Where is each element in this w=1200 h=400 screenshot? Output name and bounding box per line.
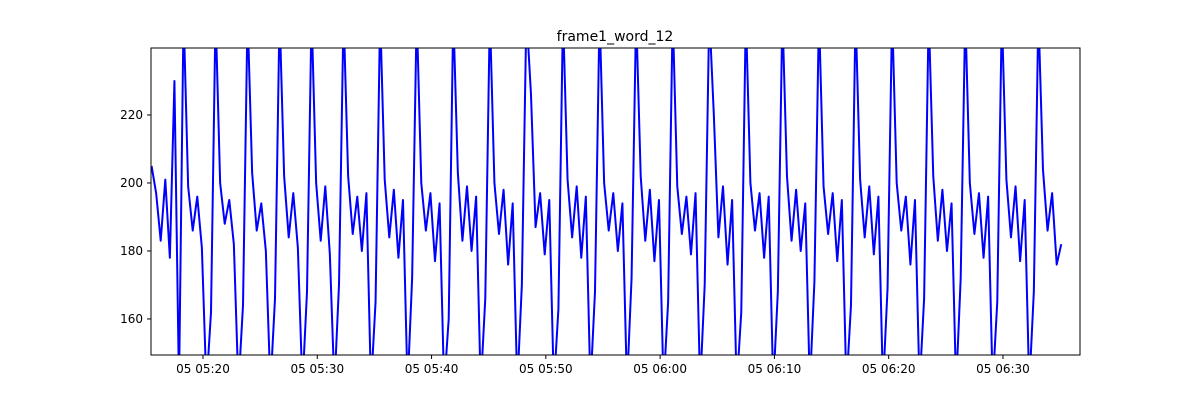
- x-tick-label: 05 05:40: [405, 362, 459, 376]
- x-tick-label: 05 06:30: [976, 362, 1030, 376]
- x-tick-label: 05 05:50: [519, 362, 573, 376]
- x-tick-label: 05 05:20: [176, 362, 230, 376]
- chart-title: frame1_word_12: [557, 29, 674, 45]
- data-line: [151, 48, 1063, 355]
- y-tick-label: 160: [120, 312, 143, 326]
- x-tick-label: 05 05:30: [290, 362, 344, 376]
- y-tick-label: 200: [120, 176, 143, 190]
- x-tick-label: 05 06:00: [633, 362, 687, 376]
- y-tick-label: 220: [120, 108, 143, 122]
- x-tick-label: 05 06:10: [748, 362, 802, 376]
- plot-frame: [150, 47, 1081, 356]
- x-tick-label: 05 06:20: [862, 362, 916, 376]
- y-tick-label: 180: [120, 244, 143, 258]
